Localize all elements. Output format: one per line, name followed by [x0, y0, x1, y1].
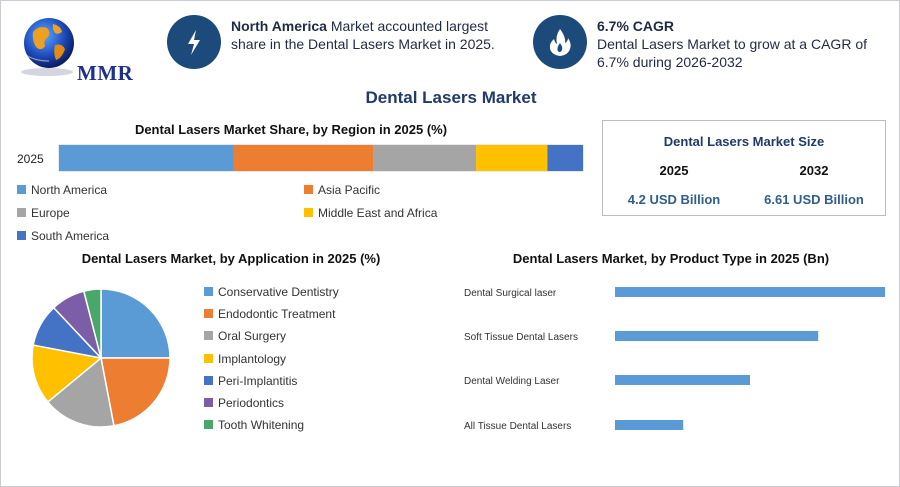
size-value: 6.61 USD Billion [764, 192, 864, 207]
legend-label: Endodontic Treatment [218, 307, 336, 322]
mmr-logo: MMR [15, 15, 145, 85]
pie-slice [100, 357, 171, 427]
legend-label: Conservative Dentistry [218, 285, 339, 299]
product-chart-title: Dental Lasers Market, by Product Type in… [512, 251, 830, 266]
legend-swatch [17, 231, 26, 240]
region-bar-segment [233, 145, 374, 171]
application-legend-item: Tooth Whitening [204, 418, 304, 432]
size-value: 4.2 USD Billion [627, 192, 721, 207]
application-legend-item: Endodontic Treatment [204, 307, 335, 321]
legend-label: South America [31, 229, 110, 243]
region-legend-item: Middle East and Africa [304, 206, 437, 220]
application-legend-item: Implantology [204, 352, 286, 366]
region-legend-item: Europe [17, 206, 70, 220]
globe-icon [21, 18, 74, 76]
legend-swatch [204, 420, 213, 430]
legend-label: Middle East and Africa [318, 206, 438, 220]
application-chart-title: Dental Lasers Market, by Application in … [81, 251, 381, 266]
legend-swatch [17, 185, 26, 194]
product-category-label: Soft Tissue Dental Lasers [464, 332, 578, 343]
pie-slice [31, 344, 103, 404]
product-bar [615, 331, 819, 341]
region-chart-title: Dental Lasers Market Share, by Region in… [134, 122, 448, 137]
region-category-label: 2025 [17, 152, 44, 166]
stat-cagr-bold: 6.7% CAGR [597, 18, 675, 34]
application-legend-item: Conservative Dentistry [204, 285, 339, 299]
legend-label: Implantology [218, 351, 287, 366]
region-stacked-bar-chart: 2025 [17, 144, 584, 172]
product-category-label: Dental Surgical laser [464, 288, 557, 299]
stat-cagr: 6.7% CAGR Dental Lasers Market to grow a… [597, 17, 887, 71]
size-year: 2025 [659, 163, 689, 178]
lightning-icon [167, 15, 221, 69]
application-legend-item: Periodontics [204, 396, 284, 410]
legend-swatch [17, 208, 26, 217]
legend-label: Europe [31, 206, 70, 220]
application-legend-item: Peri-Implantitis [204, 374, 297, 388]
market-size-box: Dental Lasers Market Size 2025 4.2 USD B… [602, 120, 886, 216]
region-legend-item: Asia Pacific [304, 183, 380, 197]
main-title: Dental Lasers Market [365, 88, 537, 107]
market-size-title: Dental Lasers Market Size [663, 134, 825, 149]
legend-label: Oral Surgery [218, 329, 287, 344]
legend-swatch [204, 287, 213, 296]
stat-north-america-bold: North America [231, 18, 327, 34]
region-legend-item: South America [17, 229, 109, 243]
stat-north-america: North America Market accounted largest s… [231, 17, 501, 53]
region-bar-segment [476, 145, 548, 171]
legend-label: Periodontics [218, 396, 285, 410]
flame-icon [533, 15, 587, 69]
legend-label: Tooth Whitening [218, 418, 305, 433]
pie-slice [100, 288, 171, 359]
legend-swatch [204, 331, 213, 341]
product-bar [615, 420, 684, 430]
product-category-label: Dental Welding Laser [464, 376, 560, 387]
legend-swatch [204, 375, 213, 385]
legend-label: Peri-Implantitis [218, 373, 298, 388]
product-bar-chart: Dental Surgical laser Soft Tissue Dental … [464, 287, 885, 432]
product-category-label: All Tissue Dental Lasers [464, 421, 571, 432]
region-legend-item: North America [17, 183, 107, 197]
stat-cagr-text: Dental Lasers Market to grow at a CAGR o… [597, 36, 867, 70]
size-year: 2032 [799, 163, 829, 178]
application-pie-chart [31, 288, 171, 428]
legend-label: North America [31, 183, 108, 197]
legend-swatch [204, 309, 213, 319]
application-legend-item: Oral Surgery [204, 329, 286, 343]
legend-label: Asia Pacific [318, 183, 381, 197]
stat-north-america-text: Market accounted largest share in the De… [231, 18, 495, 52]
legend-swatch [304, 208, 313, 217]
legend-swatch [204, 353, 213, 363]
product-bar [615, 375, 750, 385]
size-col-2032: 2032 6.61 USD Billion [749, 163, 879, 207]
pie-slice [46, 356, 115, 428]
size-col-2025: 2025 4.2 USD Billion [609, 163, 739, 207]
region-bar-segment [373, 145, 477, 171]
pie-slice [82, 288, 102, 359]
region-bar-segment [59, 145, 234, 171]
region-bar-segment [547, 145, 583, 171]
legend-swatch [204, 398, 213, 407]
logo-text: MMR [77, 61, 134, 85]
product-bar [615, 287, 885, 297]
legend-swatch [304, 185, 313, 194]
